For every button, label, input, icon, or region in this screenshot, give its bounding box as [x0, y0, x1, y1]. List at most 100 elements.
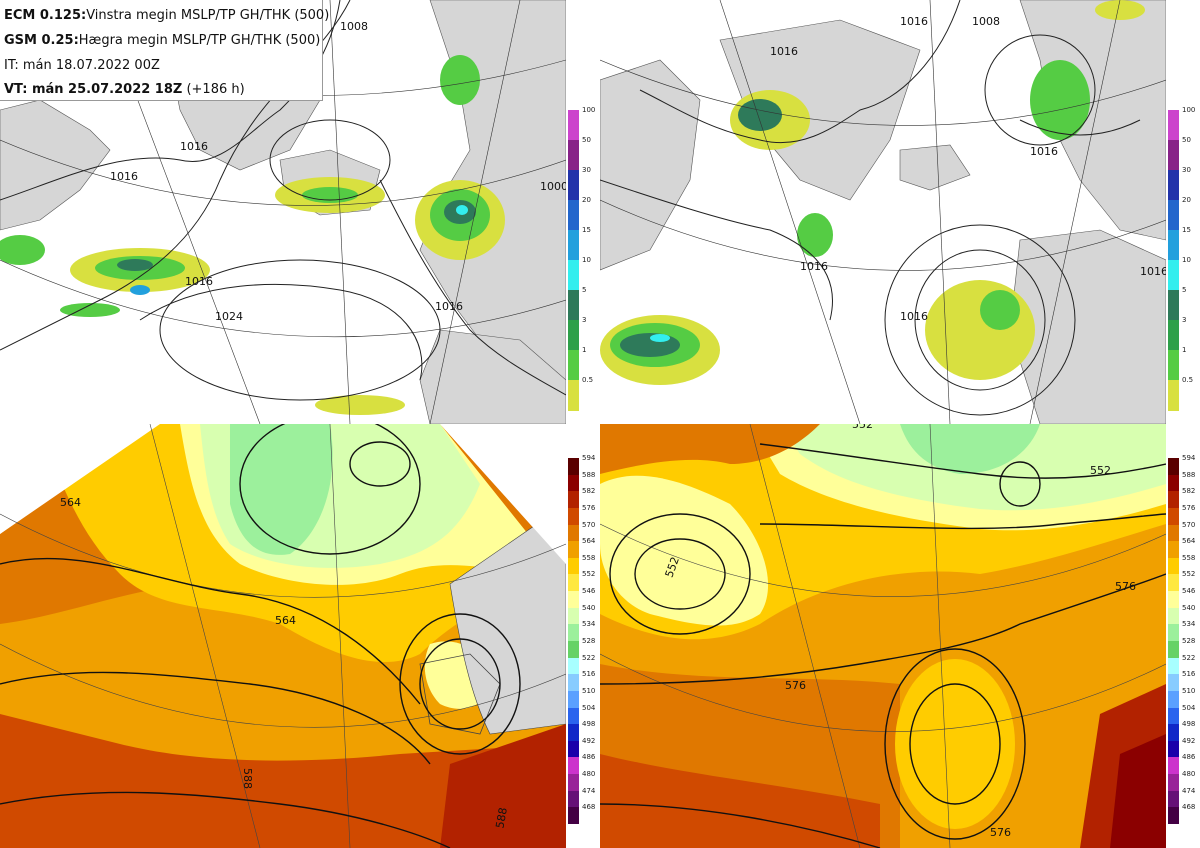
- ecm-model: ECM 0.125:: [4, 8, 87, 23]
- colorbar-tick-label: 516: [582, 670, 596, 679]
- colorbar-tick-label: 474: [582, 786, 596, 795]
- colorbar-swatch: [1168, 757, 1179, 775]
- colorbar-tick-label: 20: [582, 196, 591, 204]
- colorbar-tick-label: 558: [1182, 553, 1196, 562]
- colorbar-swatch: [1168, 491, 1179, 509]
- gh-contours: [600, 443, 1166, 848]
- gh-contours: [0, 424, 521, 848]
- colorbar-swatch: [568, 110, 579, 141]
- colorbar-swatch: [1168, 574, 1179, 592]
- colorbar-tick-label: 528: [582, 637, 596, 645]
- colorbar-swatch: [568, 591, 579, 609]
- colorbar-swatch: [1168, 690, 1179, 709]
- colorbar-swatch: [568, 724, 579, 742]
- colorbar-tick-label: 558: [582, 553, 596, 562]
- map-gsm-gh-thickness: 552 552 552 576 576 576: [600, 424, 1166, 848]
- colorbar-tick-label: 30: [582, 166, 591, 174]
- isobar-label: 1016: [900, 310, 928, 323]
- colorbar-swatch: [1168, 740, 1179, 758]
- colorbar-tick-label: 498: [582, 720, 596, 729]
- precip-colorbar-right: 100 50 30 20 15 10 5 3 1 0.5: [1166, 106, 1200, 411]
- colorbar-swatch: [568, 541, 579, 559]
- colorbar-tick-label: 498: [1182, 720, 1196, 729]
- colorbar-swatch: [568, 624, 579, 642]
- colorbar-swatch: [1168, 290, 1179, 321]
- colorbar-tick-label: 522: [1182, 653, 1196, 662]
- colorbar-swatch: [1168, 140, 1179, 171]
- ecm-desc: Vinstra megin MSLP/TP GH/THK (500): [86, 8, 330, 23]
- isobar-label: 1016: [770, 45, 798, 58]
- colorbar-swatch: [1168, 774, 1179, 792]
- colorbar-swatch: [1168, 507, 1179, 526]
- isobar-labels: 1008 1016 1016 1024 1016 1016 1000: [110, 20, 566, 323]
- colorbar-tick-label: 522: [582, 653, 596, 662]
- colorbar-swatch: [568, 657, 579, 675]
- isobar-label: 1000: [540, 180, 566, 193]
- colorbar-swatch: [1168, 200, 1179, 231]
- colorbar-tick-label: 10: [1182, 256, 1191, 264]
- colorbar-tick-label: 30: [1182, 166, 1191, 174]
- colorbar-swatch: [568, 380, 579, 411]
- colorbar-tick-label: 0.5: [582, 376, 594, 384]
- colorbar-swatch: [1168, 110, 1179, 141]
- colorbar-tick-label: 552: [582, 570, 596, 579]
- isobar-label: 1008: [972, 15, 1000, 28]
- colorbar-tick-label: 492: [1182, 736, 1196, 745]
- gsm-line: GSM 0.25:Hægra megin MSLP/TP GH/THK (500…: [4, 33, 320, 48]
- colorbar-tick-label: 588: [1182, 470, 1196, 479]
- contour-label: 564: [275, 614, 296, 627]
- colorbar-swatch: [568, 290, 579, 321]
- colorbar-tick-label: 468: [582, 803, 596, 812]
- colorbar-tick-label: 504: [582, 703, 596, 712]
- isobar-label: 1024: [215, 310, 243, 323]
- colorbar-tick-label: 468: [1182, 803, 1196, 812]
- colorbar-swatch: [568, 674, 579, 692]
- colorbar-tick-label: 546: [1182, 587, 1196, 596]
- colorbar-swatch: [1168, 807, 1179, 825]
- colorbar-swatch: [1168, 260, 1179, 291]
- colorbar-swatch: [568, 320, 579, 351]
- precip-colorbar-left: 100 50 30 20 15 10 5 3 1 0.5: [566, 107, 600, 411]
- land-canada: [600, 59, 701, 271]
- thickness-colorbar-right: 594 588 582 576 570 564 558 552 546 540 534 528 522 5…: [1166, 455, 1200, 825]
- map-gsm-mslp-precip: 1008 1016 1016 1016 1016 1016 1016: [600, 0, 1166, 424]
- colorbar-tick-label: 594: [582, 454, 596, 462]
- valid-offset: (+186 h): [186, 82, 245, 97]
- colorbar-tick-label: 546: [582, 587, 596, 596]
- contour-label: 576: [990, 826, 1011, 839]
- colorbar-tick-label: 510: [1182, 686, 1196, 695]
- colorbar-tick-label: 486: [1182, 753, 1196, 762]
- colorbar-tick-label: 516: [1182, 670, 1196, 679]
- graticule: [0, 424, 566, 848]
- colorbar-swatch: [1168, 607, 1179, 625]
- colorbar-swatch: [568, 807, 579, 825]
- contour-labels: 552 552 552 576 576 576: [663, 424, 1136, 839]
- colorbar-swatch: [568, 707, 579, 725]
- colorbar-swatch: [568, 507, 579, 526]
- colorbar-tick-label: 564: [582, 537, 596, 546]
- colorbar-tick-label: 570: [582, 520, 596, 529]
- colorbar-tick-label: 486: [582, 753, 596, 762]
- colorbar-swatch: [1168, 320, 1179, 351]
- colorbar-tick-label: 1: [1182, 346, 1187, 354]
- colorbar-swatch: [568, 757, 579, 775]
- colorbar-swatch: [1168, 350, 1179, 381]
- colorbar-tick-label: 510: [582, 686, 596, 695]
- colorbar-tick-label: 582: [1182, 487, 1196, 496]
- colorbar-tick-label: 564: [1182, 537, 1196, 546]
- valid-time: VT: mán 25.07.2022 18Z: [4, 82, 183, 97]
- colorbar-tick-label: 20: [1182, 196, 1191, 204]
- colorbar-swatch: [1168, 674, 1179, 692]
- colorbar-tick-label: 540: [582, 603, 596, 612]
- colorbar-tick-label: 582: [582, 487, 596, 496]
- isobar-label: 1016: [1030, 145, 1058, 158]
- colorbar-swatch: [568, 474, 579, 492]
- colorbar-swatch: [568, 607, 579, 625]
- colorbar-swatch: [1168, 624, 1179, 642]
- colorbar-swatch: [1168, 707, 1179, 725]
- colorbar-swatch: [568, 740, 579, 758]
- graticule: [600, 0, 1166, 424]
- colorbar-tick-label: 100: [1182, 106, 1196, 114]
- contour-label: 588: [493, 806, 509, 829]
- colorbar-tick-label: 3: [582, 316, 587, 324]
